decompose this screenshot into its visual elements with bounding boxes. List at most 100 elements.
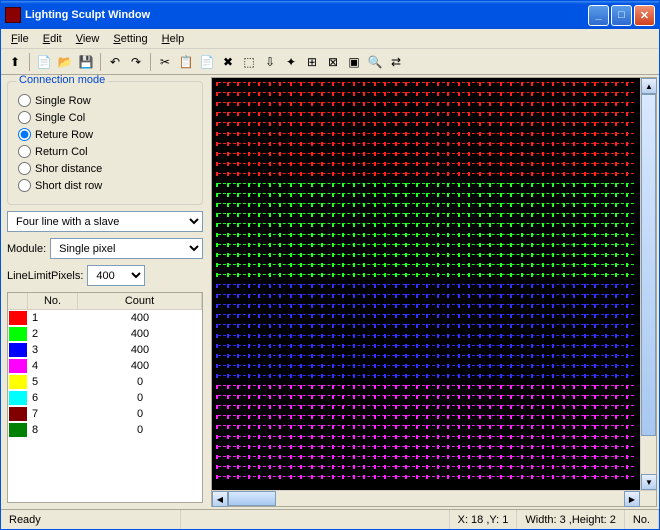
linelimit-row: LineLimitPixels: 400 — [7, 265, 203, 286]
row-count: 0 — [78, 376, 202, 388]
table-row[interactable]: 50 — [8, 374, 202, 390]
radio-row-3[interactable]: Return Col — [18, 145, 192, 158]
table-row[interactable]: 80 — [8, 422, 202, 438]
toolbar-button-12[interactable]: ✖ — [218, 52, 238, 72]
color-swatch — [9, 359, 27, 373]
toolbar-button-18[interactable]: ▣ — [344, 52, 364, 72]
grid-region — [216, 284, 636, 385]
row-count: 400 — [78, 312, 202, 324]
hscroll-thumb[interactable] — [228, 491, 276, 506]
vertical-scrollbar[interactable]: ▲ ▼ — [640, 78, 656, 490]
table-row[interactable]: 1400 — [8, 310, 202, 326]
toolbar-button-7[interactable]: ↷ — [126, 52, 146, 72]
color-swatch — [9, 407, 27, 421]
window-title: Lighting Sculpt Window — [25, 9, 588, 21]
row-no: 2 — [28, 328, 78, 340]
titlebar: Lighting Sculpt Window _ □ ✕ — [1, 1, 659, 29]
toolbar-button-20[interactable]: ⇄ — [386, 52, 406, 72]
row-count: 400 — [78, 360, 202, 372]
status-ready: Ready — [1, 510, 181, 529]
toolbar-separator — [150, 53, 151, 71]
row-no: 5 — [28, 376, 78, 388]
menu-file[interactable]: File — [5, 31, 35, 47]
scroll-down-button[interactable]: ▼ — [641, 474, 657, 490]
radio-row-4[interactable]: Shor distance — [18, 162, 192, 175]
toolbar-button-14[interactable]: ⇩ — [260, 52, 280, 72]
statusbar: Ready X: 18 ,Y: 1 Width: 3 ,Height: 2 No… — [1, 509, 659, 529]
horizontal-scrollbar[interactable]: ◀ ▶ — [212, 490, 656, 506]
toolbar-button-2[interactable]: 📄 — [34, 52, 54, 72]
color-swatch — [9, 327, 27, 341]
row-count: 0 — [78, 424, 202, 436]
menu-setting[interactable]: Setting — [107, 31, 153, 47]
toolbar-button-0[interactable]: ⬆ — [5, 52, 25, 72]
menu-help[interactable]: Help — [156, 31, 191, 47]
radio-label-2: Reture Row — [35, 129, 93, 141]
toolbar-button-15[interactable]: ✦ — [281, 52, 301, 72]
toolbar-button-9[interactable]: ✂ — [155, 52, 175, 72]
toolbar-button-16[interactable]: ⊞ — [302, 52, 322, 72]
row-no: 6 — [28, 392, 78, 404]
toolbar-button-3[interactable]: 📂 — [55, 52, 75, 72]
col-color[interactable] — [8, 293, 28, 309]
radio-3[interactable] — [18, 145, 31, 158]
slave-mode-select[interactable]: Four line with a slave — [7, 211, 203, 232]
row-no: 7 — [28, 408, 78, 420]
toolbar-button-19[interactable]: 🔍 — [365, 52, 385, 72]
canvas-area: ▲ ▼ ◀ ▶ — [211, 77, 657, 507]
radio-row-5[interactable]: Short dist row — [18, 179, 192, 192]
grid-region — [216, 183, 636, 284]
minimize-button[interactable]: _ — [588, 5, 609, 26]
pixel-table: No. Count 140024003400440050607080 — [7, 292, 203, 503]
radio-row-0[interactable]: Single Row — [18, 94, 192, 107]
status-dims: Width: 3 ,Height: 2 — [517, 510, 625, 529]
toolbar-button-4[interactable]: 💾 — [76, 52, 96, 72]
color-swatch — [9, 375, 27, 389]
color-swatch — [9, 391, 27, 405]
scroll-up-button[interactable]: ▲ — [641, 78, 657, 94]
toolbar-separator — [100, 53, 101, 71]
app-icon — [5, 7, 21, 23]
row-no: 4 — [28, 360, 78, 372]
toolbar-button-13[interactable]: ⬚ — [239, 52, 259, 72]
maximize-button[interactable]: □ — [611, 5, 632, 26]
row-count: 0 — [78, 392, 202, 404]
radio-label-1: Single Col — [35, 112, 85, 124]
radio-row-1[interactable]: Single Col — [18, 111, 192, 124]
col-no[interactable]: No. — [28, 293, 78, 309]
connection-legend: Connection mode — [16, 75, 108, 86]
table-row[interactable]: 3400 — [8, 342, 202, 358]
linelimit-select[interactable]: 400 — [87, 265, 145, 286]
linelimit-label: LineLimitPixels: — [7, 270, 83, 282]
menu-view[interactable]: View — [70, 31, 106, 47]
radio-4[interactable] — [18, 162, 31, 175]
table-row[interactable]: 2400 — [8, 326, 202, 342]
radio-2[interactable] — [18, 128, 31, 141]
toolbar-button-6[interactable]: ↶ — [105, 52, 125, 72]
close-button[interactable]: ✕ — [634, 5, 655, 26]
vscroll-thumb[interactable] — [641, 94, 656, 436]
toolbar-button-17[interactable]: ⊠ — [323, 52, 343, 72]
row-no: 8 — [28, 424, 78, 436]
table-row[interactable]: 60 — [8, 390, 202, 406]
toolbar-button-11[interactable]: 📄 — [197, 52, 217, 72]
grid-region — [216, 385, 636, 486]
module-select[interactable]: Single pixel — [50, 238, 203, 259]
radio-1[interactable] — [18, 111, 31, 124]
canvas-wrap: ▲ ▼ — [212, 78, 656, 490]
scroll-left-button[interactable]: ◀ — [212, 491, 228, 507]
scroll-right-button[interactable]: ▶ — [624, 491, 640, 507]
radio-row-2[interactable]: Reture Row — [18, 128, 192, 141]
radio-5[interactable] — [18, 179, 31, 192]
col-count[interactable]: Count — [78, 293, 202, 309]
pixel-canvas[interactable] — [216, 82, 636, 486]
menu-edit[interactable]: Edit — [37, 31, 68, 47]
toolbar-button-10[interactable]: 📋 — [176, 52, 196, 72]
table-row[interactable]: 70 — [8, 406, 202, 422]
radio-label-0: Single Row — [35, 95, 91, 107]
table-row[interactable]: 4400 — [8, 358, 202, 374]
menubar: File Edit View Setting Help — [1, 29, 659, 49]
window-buttons: _ □ ✕ — [588, 5, 655, 26]
radio-0[interactable] — [18, 94, 31, 107]
row-no: 3 — [28, 344, 78, 356]
